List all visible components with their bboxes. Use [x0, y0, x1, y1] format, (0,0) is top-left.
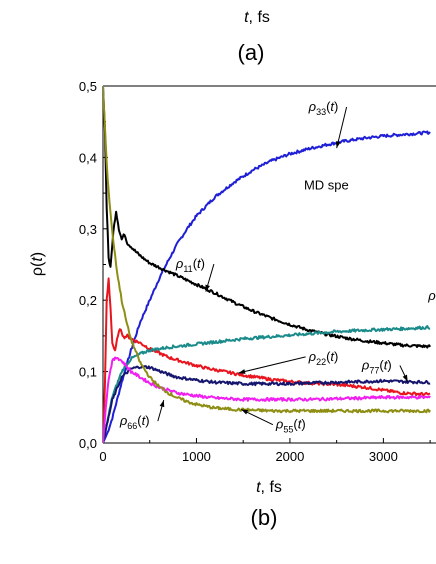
- y-tick-label: 0,2: [79, 293, 97, 308]
- top-panel-label: (a): [238, 40, 265, 65]
- series-layer: [103, 86, 431, 443]
- label-arrow: [336, 106, 348, 149]
- y-axis-label: ρ(t): [29, 252, 46, 276]
- x-axis-label: t, fs: [256, 479, 282, 496]
- y-tick-label: 0,5: [79, 79, 97, 94]
- y-tick-label: 0,1: [79, 365, 97, 380]
- arrow-head: [238, 369, 246, 374]
- series-line-55: [103, 86, 431, 414]
- series-labels: ρ33(t) ρ11(t) ρ22(t) ρ44 ρ77(t) ρ66(t) ρ55(t): [119, 99, 436, 435]
- arrow-head: [159, 400, 165, 408]
- arrow-head: [402, 374, 408, 382]
- series-label-11: ρ11(t): [175, 256, 205, 274]
- series-label-77: ρ77(t): [361, 357, 392, 375]
- series-line-33: [103, 130, 431, 443]
- x-tick-label: 1000: [182, 449, 211, 464]
- arrow-head: [335, 141, 341, 149]
- series-line-22: [103, 277, 431, 443]
- series-label-66: ρ66(t): [119, 413, 150, 431]
- x-tick-label: 0: [99, 449, 106, 464]
- series-line-77: [103, 364, 431, 443]
- arrow-head: [205, 284, 210, 292]
- x-ticks: 0 1000 2000 3000: [99, 438, 431, 464]
- series-label-33: ρ33(t): [308, 99, 339, 117]
- series-label-22: ρ22(t): [308, 349, 339, 367]
- x-tick-label: 2000: [275, 449, 304, 464]
- series-line-11: [103, 86, 431, 349]
- arrow-head: [241, 409, 249, 415]
- top-x-axis-label: t, fs: [244, 9, 270, 26]
- series-label-44: ρ44: [427, 288, 436, 306]
- annotations: MD spe: [304, 178, 349, 193]
- series-label-55: ρ55(t): [275, 417, 306, 435]
- y-tick-label: 0,3: [79, 222, 97, 237]
- series-line-44: [103, 325, 431, 443]
- y-tick-label: 0,4: [79, 150, 97, 165]
- panel-label: (b): [251, 505, 278, 530]
- label-arrow: [238, 356, 306, 374]
- y-tick-label: 0,0: [79, 436, 97, 451]
- annotation-text: MD spe: [304, 178, 349, 193]
- x-tick-label: 3000: [369, 449, 398, 464]
- y-ticks: 0,0 0,1 0,2 0,3 0,4 0,5: [79, 79, 108, 451]
